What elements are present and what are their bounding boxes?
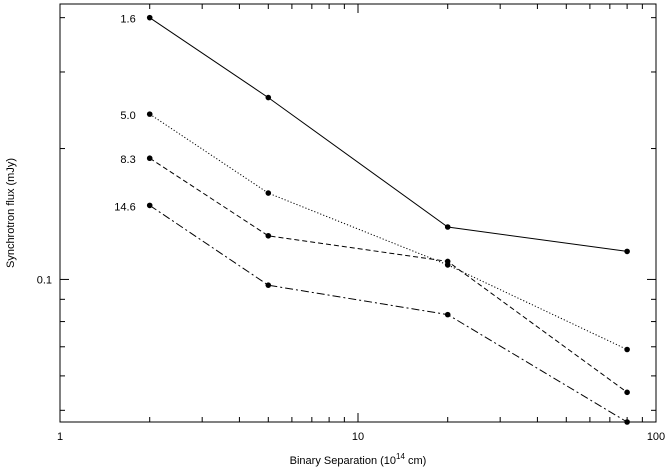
series-label: 5.0 bbox=[120, 110, 135, 122]
x-tick-label: 10 bbox=[352, 431, 364, 443]
series-label: 14.6 bbox=[114, 201, 135, 213]
data-point bbox=[624, 419, 630, 425]
x-axis: 1 10 100 bbox=[57, 4, 665, 443]
series-line bbox=[149, 113, 628, 350]
data-point bbox=[146, 111, 153, 117]
x-tick-label: 1 bbox=[57, 431, 63, 443]
data-point bbox=[624, 389, 630, 396]
y-tick-label: 0.1 bbox=[37, 274, 52, 286]
series-5.0: 5.0 bbox=[120, 110, 630, 353]
plot-frame bbox=[59, 3, 657, 423]
data-point bbox=[624, 346, 630, 353]
series-label: 8.3 bbox=[120, 154, 135, 166]
data-point bbox=[146, 14, 153, 21]
y-axis-label: Synchrotron flux (mJy) bbox=[5, 158, 17, 268]
series-line bbox=[149, 204, 628, 423]
data-point bbox=[444, 258, 451, 265]
series-8.3: 8.3 bbox=[120, 154, 630, 396]
series-layer: 1.6 5.0 8.3 14.6 bbox=[114, 14, 630, 425]
data-point bbox=[624, 248, 630, 255]
data-point bbox=[265, 232, 272, 239]
series-1.6: 1.6 bbox=[120, 14, 630, 255]
data-point bbox=[146, 155, 153, 162]
data-point bbox=[146, 202, 153, 209]
data-point bbox=[265, 94, 272, 101]
series-14.6: 14.6 bbox=[114, 201, 630, 425]
data-point bbox=[265, 190, 272, 196]
series-label: 1.6 bbox=[120, 14, 135, 26]
data-point bbox=[265, 282, 272, 288]
series-line bbox=[149, 157, 628, 393]
data-point bbox=[444, 224, 451, 230]
data-point bbox=[444, 311, 451, 318]
y-axis: 0.1 bbox=[37, 17, 656, 411]
series-line bbox=[149, 17, 628, 252]
x-axis-label: Binary Separation (1014 cm) bbox=[290, 452, 427, 467]
x-tick-label: 100 bbox=[647, 431, 665, 443]
